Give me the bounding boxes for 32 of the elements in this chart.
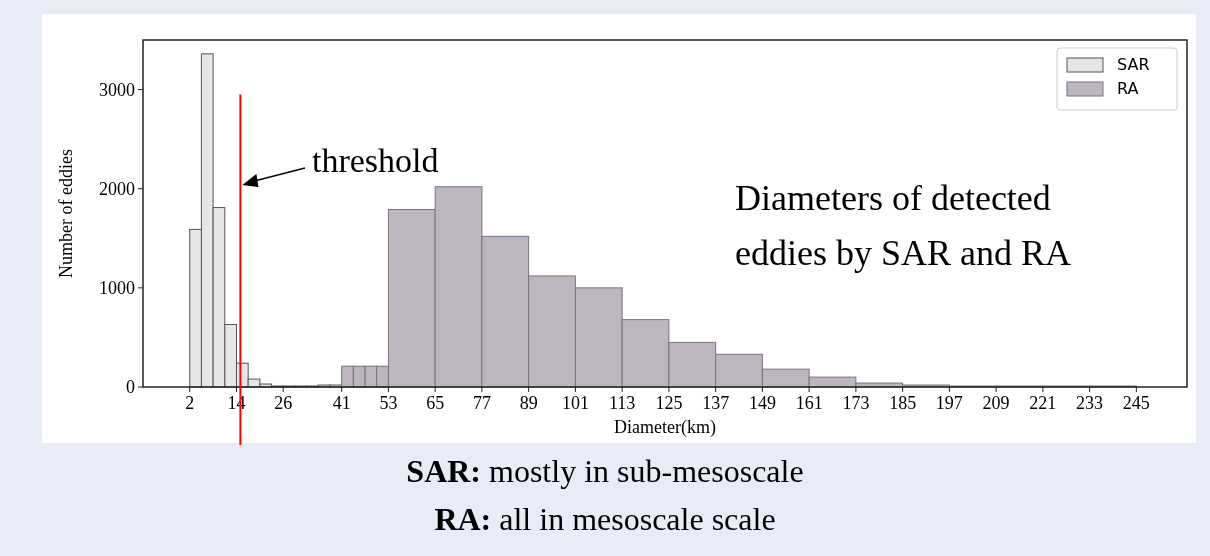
x-tick-label: 197 xyxy=(935,393,963,413)
legend-label: SAR xyxy=(1117,55,1150,74)
y-tick-label: 1000 xyxy=(99,278,135,299)
y-axis-title: Number of eddies xyxy=(56,149,76,278)
x-tick-label: 149 xyxy=(748,393,776,413)
x-tick-label: 2 xyxy=(185,393,195,413)
x-tick-label: 173 xyxy=(842,393,870,413)
text: SAR: mostly in sub-mesoscale xyxy=(406,453,804,489)
x-tick-label: 185 xyxy=(889,393,917,413)
x-tick-label: 113 xyxy=(608,393,636,413)
x-tick-label: 41 xyxy=(332,393,351,413)
legend-label: RA xyxy=(1117,79,1139,98)
x-tick-label: 65 xyxy=(426,393,445,413)
x-tick-label: 221 xyxy=(1029,393,1057,413)
x-tick-label: 77 xyxy=(472,393,491,413)
x-tick-label: 89 xyxy=(519,393,538,413)
x-axis-title: Diameter(km) xyxy=(614,417,716,438)
ref-line-label: threshold xyxy=(312,142,439,179)
y-tick-label: 3000 xyxy=(99,79,135,100)
x-tick-label: 245 xyxy=(1122,393,1150,413)
x-tick-label: 26 xyxy=(274,393,293,413)
y-tick-label: 0 xyxy=(126,377,135,398)
x-tick-label: 53 xyxy=(379,393,398,413)
x-tick-label: 101 xyxy=(561,393,589,413)
annotation: Diameters of detected eddies by SAR and RA xyxy=(735,178,1071,273)
x-tick-label: 209 xyxy=(982,393,1010,413)
x-tick-label: 137 xyxy=(702,393,730,413)
text: RA: all in mesoscale scale xyxy=(434,501,776,537)
x-tick-label: 125 xyxy=(655,393,683,413)
y-tick-label: 2000 xyxy=(99,179,135,200)
x-tick-label: 161 xyxy=(795,393,823,413)
x-tick-label: 233 xyxy=(1076,393,1104,413)
